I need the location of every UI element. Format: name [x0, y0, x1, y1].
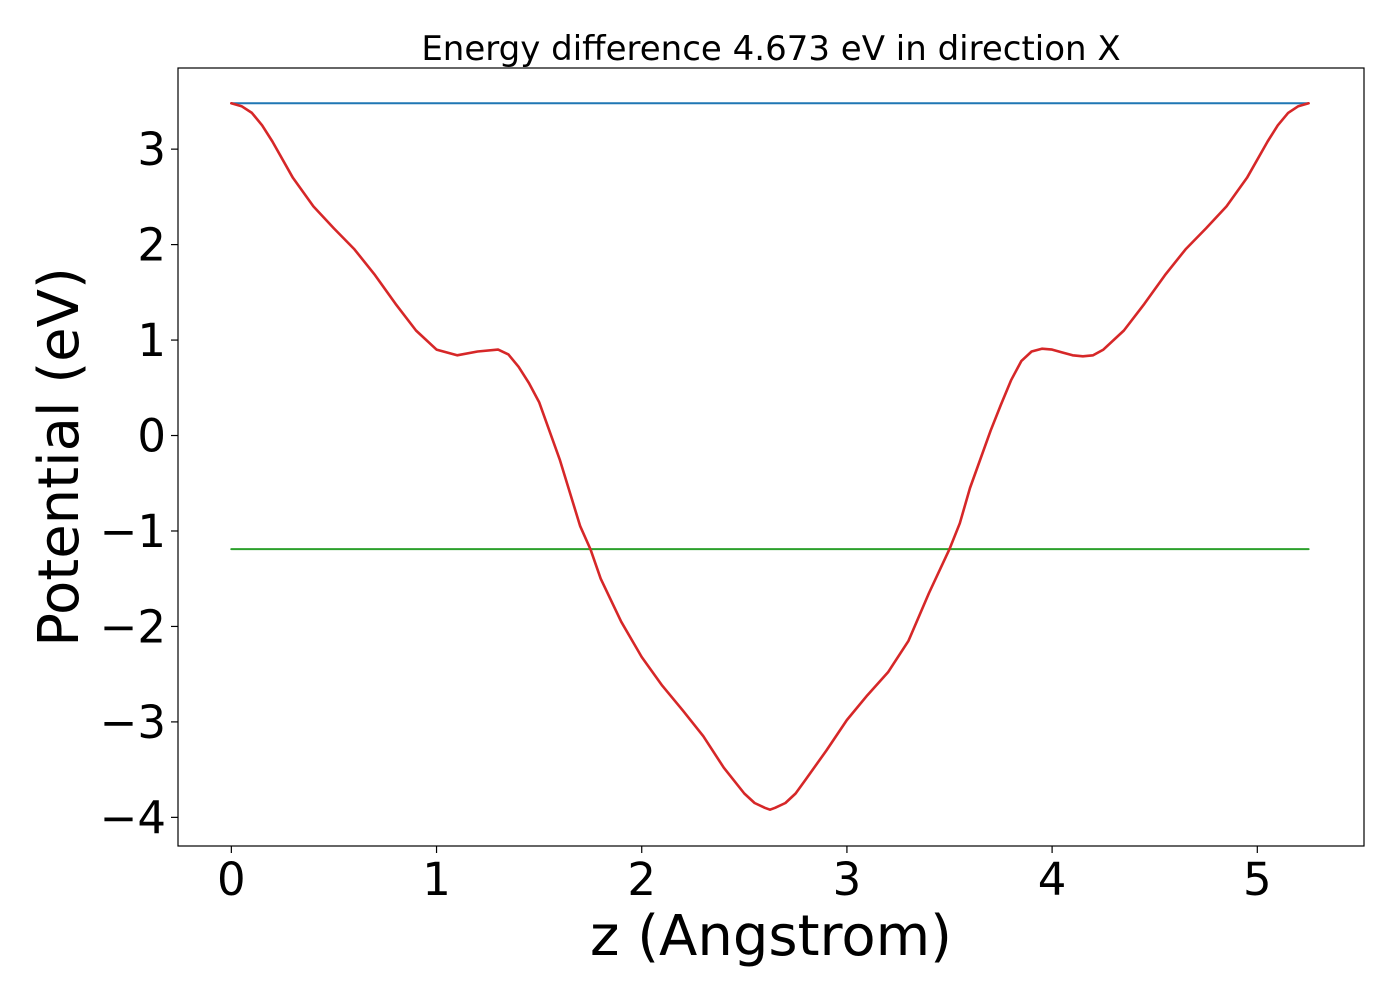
plot-frame: [177, 67, 1365, 847]
y-tick-label: −1: [100, 505, 166, 558]
chart-title: Energy difference 4.673 eV in direction …: [421, 29, 1120, 69]
x-tick-label: 5: [1243, 853, 1272, 906]
plot-area: [177, 67, 1365, 847]
x-axis-label: z (Angstrom): [590, 904, 952, 969]
y-tick-label: −2: [100, 600, 166, 653]
potential-curve: [230, 102, 1310, 811]
y-tick-label: 0: [137, 410, 166, 463]
x-tick-label: 0: [217, 853, 246, 906]
x-tick-label: 1: [422, 853, 451, 906]
x-axis: 0 1 2 3 4 5: [217, 846, 1272, 906]
y-tick-label: 3: [137, 123, 166, 176]
x-tick-label: 2: [627, 853, 656, 906]
y-tick-label: 1: [137, 314, 166, 367]
series-layer: [230, 102, 1310, 811]
y-tick-label: −3: [100, 696, 166, 749]
y-axis: 3 2 1 0 −1 −2 −3 −4: [100, 123, 178, 844]
y-tick-label: −4: [100, 791, 166, 844]
y-tick-label: 2: [137, 219, 166, 272]
y-axis-label: Potential (eV): [27, 267, 92, 647]
x-tick-label: 4: [1038, 853, 1067, 906]
x-tick-label: 3: [833, 853, 862, 906]
